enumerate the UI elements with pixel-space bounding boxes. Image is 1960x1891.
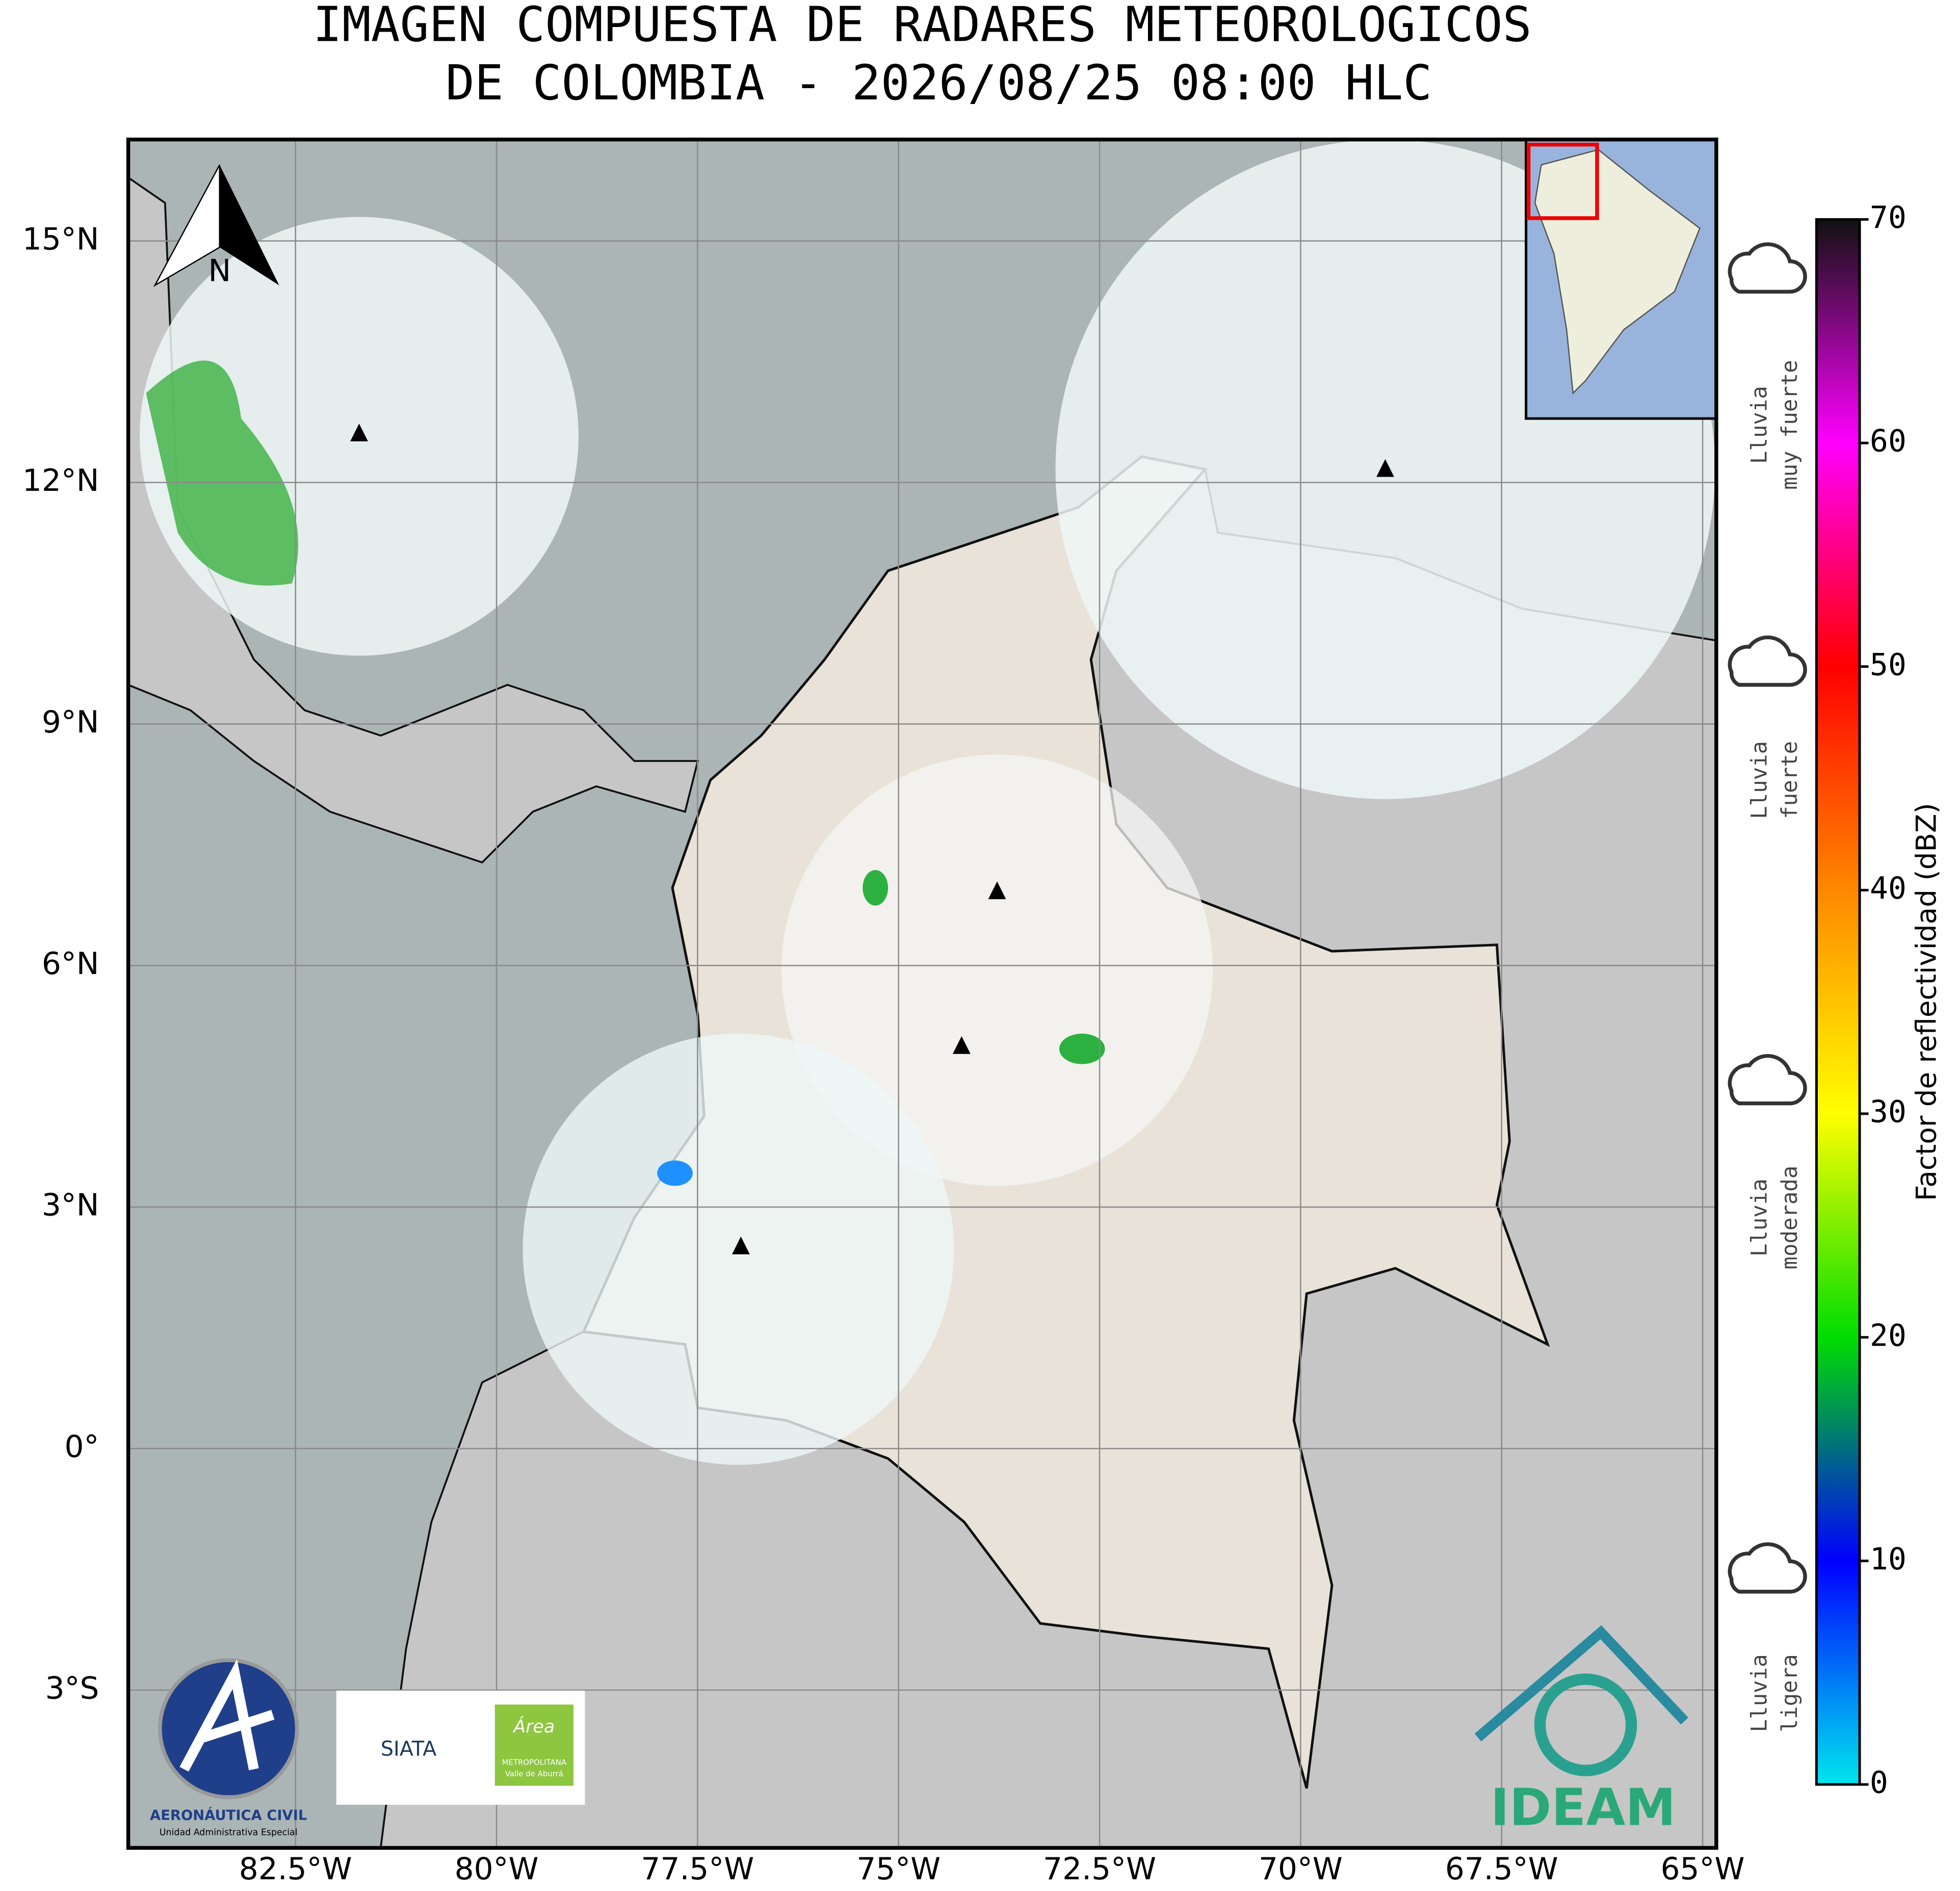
- logo-text: IDEAM: [1491, 1779, 1676, 1837]
- grid: [128, 139, 1716, 1848]
- ideam-swirl: [1534, 1673, 1637, 1776]
- y-tick-label: 0°: [65, 1430, 99, 1465]
- radar-coverage: [781, 754, 1213, 1186]
- rain-level-label: muy fuerte: [1777, 360, 1802, 490]
- rain-level-label: Lluvia: [1747, 1178, 1772, 1256]
- colorbar-label: Factor de reflectividad (dBZ): [1910, 803, 1943, 1201]
- logo-text: Valle de Aburrá: [505, 1769, 563, 1778]
- rain-echo: [657, 1160, 693, 1186]
- title-line: IMAGEN COMPUESTA DE RADARES METEOROLOGIC…: [313, 0, 1532, 53]
- logo-text: Unidad Administrativa Especial: [160, 1828, 298, 1838]
- north-label: N: [208, 254, 231, 289]
- colorbar: [1815, 218, 1861, 1786]
- x-tick-label: 72.5°W: [1043, 1852, 1156, 1887]
- rain-level-label: Lluvia: [1747, 741, 1772, 819]
- x-tick-label: 75°W: [856, 1852, 940, 1887]
- logo-text: Área: [512, 1716, 555, 1737]
- axis-ticks: 82.5°W 80°W 77.5°W 75°W 72.5°W 70°W 67.5°W 65°W…: [22, 222, 1745, 1886]
- colorbar-tick-label: 70: [1870, 200, 1906, 235]
- inset-extent: [1526, 142, 1599, 220]
- aerocivil-logo-mark: [179, 1659, 275, 1772]
- rain-echo: [146, 360, 299, 586]
- logo-text: SIATA: [381, 1737, 437, 1761]
- rain-icon: [1728, 242, 1807, 294]
- colorbar-tick-label: 60: [1870, 424, 1906, 459]
- rain-level-label: ligera: [1777, 1654, 1802, 1732]
- rain-level-label: Lluvia: [1747, 1654, 1772, 1732]
- colorbar-tick-label: 50: [1870, 647, 1906, 682]
- rain-level-label: moderada: [1777, 1166, 1802, 1270]
- colorbar-tick-label: 0: [1870, 1766, 1888, 1801]
- rain-echo: [1059, 1033, 1105, 1064]
- logo-text: METROPOLITANA: [502, 1758, 567, 1767]
- colorbar-tick-label: 10: [1870, 1542, 1906, 1577]
- colorbar-tick-label: 30: [1870, 1095, 1906, 1130]
- x-tick-label: 65°W: [1661, 1852, 1745, 1887]
- x-tick-label: 70°W: [1259, 1852, 1343, 1887]
- area-logo: [494, 1704, 574, 1786]
- title-line: DE COLOMBIA - 2026/08/25 08:00 HLC: [446, 55, 1432, 111]
- logo-text: AERONÁUTICA CIVIL: [150, 1807, 307, 1824]
- rain-icon: [1728, 635, 1807, 687]
- y-tick-label: 15°N: [22, 222, 99, 257]
- rain-icon: [1728, 1542, 1807, 1594]
- y-tick-label: 12°N: [22, 463, 99, 498]
- x-tick-label: 67.5°W: [1445, 1852, 1558, 1887]
- rain-level-label: fuerte: [1777, 741, 1802, 819]
- rain-level-label: Lluvia: [1747, 386, 1772, 464]
- rain-echo: [863, 870, 888, 906]
- inset-continent: [1534, 149, 1701, 395]
- y-tick-label: 9°N: [42, 705, 99, 740]
- x-tick-label: 82.5°W: [239, 1852, 352, 1887]
- x-tick-label: 80°W: [455, 1852, 539, 1887]
- rain-icon: [1728, 1054, 1807, 1106]
- map-frame: [126, 137, 1718, 1850]
- x-tick-label: 77.5°W: [641, 1852, 754, 1887]
- y-tick-label: 3°N: [42, 1188, 99, 1223]
- colorbar-tick-label: 40: [1870, 871, 1906, 906]
- y-tick-label: 3°S: [45, 1671, 99, 1706]
- colorbar-tick-label: 20: [1870, 1318, 1906, 1353]
- map-area: N AERONÁUTICA CIVIL Unidad Administrativ…: [128, 139, 1716, 1848]
- y-tick-label: 6°N: [42, 947, 99, 982]
- ideam-roof: [1474, 1625, 1688, 1742]
